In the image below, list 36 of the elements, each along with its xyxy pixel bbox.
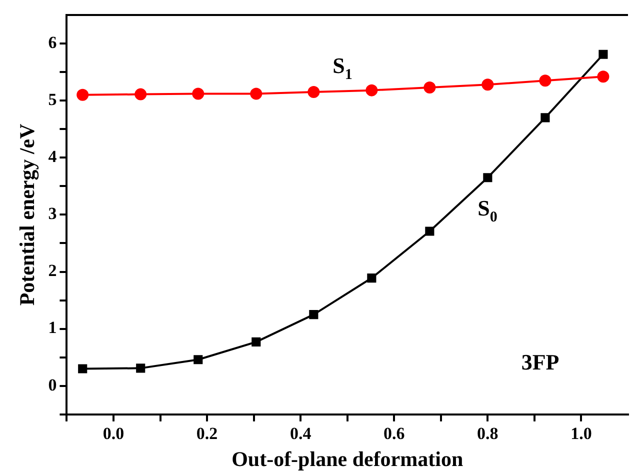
point [367, 274, 376, 283]
y-tick-label: 3 [48, 204, 57, 224]
x-tick-label: 0.4 [290, 424, 312, 443]
point [540, 113, 550, 122]
point [192, 88, 204, 100]
point [250, 88, 262, 100]
point [597, 70, 610, 83]
point [252, 337, 261, 346]
x-tick-label: 0.8 [477, 424, 498, 443]
point [424, 81, 436, 94]
point [425, 226, 434, 236]
point [76, 88, 89, 101]
point [78, 364, 88, 374]
x-tick-label: 1.0 [570, 424, 592, 443]
y-tick-label: 4 [48, 147, 58, 166]
y-tick-label: 0 [48, 375, 57, 394]
point [598, 50, 608, 59]
y-tick-label: 5 [48, 90, 57, 109]
point [134, 88, 147, 100]
y-axis-title: Potential energy /eV [15, 124, 40, 306]
point [483, 173, 492, 182]
x-tick-label: 0.6 [384, 424, 405, 443]
y-tick-label: 6 [48, 32, 57, 52]
x-axis-title: Out-of-plane deformation [232, 446, 464, 471]
x-tick-label: 0.0 [102, 424, 124, 443]
point [366, 84, 378, 96]
point [482, 78, 494, 91]
point [539, 74, 552, 87]
y-tick-label: 2 [48, 261, 57, 280]
point [309, 310, 318, 320]
point [194, 355, 203, 364]
x-tick-label: 0.2 [196, 424, 218, 443]
point [136, 364, 146, 373]
annotation: 3FP [521, 349, 560, 374]
point [308, 86, 320, 98]
y-tick-label: 1 [48, 318, 57, 338]
